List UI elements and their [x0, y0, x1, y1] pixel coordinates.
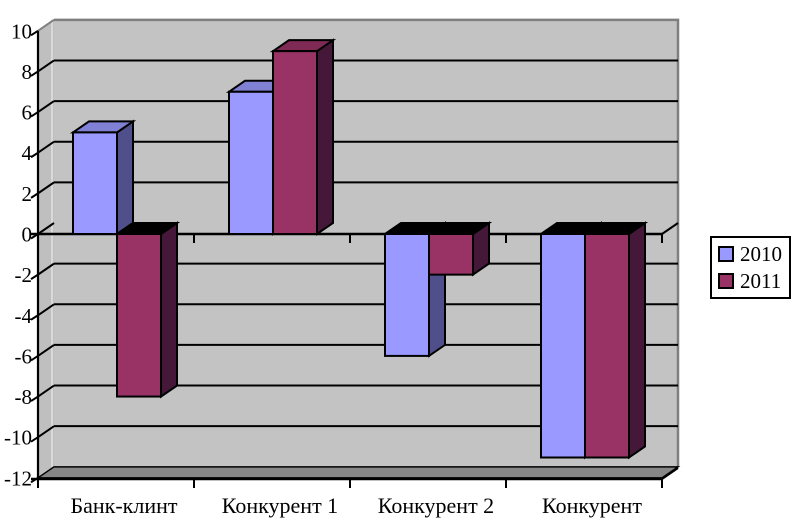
side-wall-gridline	[37, 262, 55, 276]
legend-label-2010: 2010	[740, 241, 782, 266]
y-tick-label: -8	[15, 385, 33, 409]
category-label: Конкурент	[542, 493, 642, 518]
category-label: Конкурент 2	[378, 493, 494, 518]
bar-side-2010-Банк-клинт	[116, 119, 134, 236]
y-tick-label: -2	[15, 263, 33, 287]
y-tick-label: -12	[4, 466, 32, 490]
bar-2011-Конкурент 2	[428, 233, 474, 276]
x-axis-depth-edge	[661, 467, 679, 480]
bar-side-2011-Конкурент	[628, 221, 646, 460]
bar-2010-Конкурент	[540, 233, 586, 459]
y-tick-label: -6	[15, 344, 33, 368]
y-tick-label: 0	[22, 223, 33, 247]
y-tick	[30, 29, 39, 37]
bar-side-2011-Конкурент 1	[316, 38, 334, 236]
y-tick	[30, 151, 39, 159]
bar-side-2011-Банк-клинт	[160, 221, 178, 399]
bar-2011-Банк-клинт	[116, 233, 162, 398]
y-tick	[30, 192, 39, 199]
floor	[35, 466, 681, 479]
y-tick-label: -4	[15, 304, 33, 328]
y-tick	[30, 70, 39, 77]
y-tick-label: 4	[22, 141, 33, 165]
chart-legend: 2010 2011	[710, 236, 791, 299]
y-tick	[30, 314, 39, 321]
y-tick-label: 10	[11, 19, 32, 43]
side-wall-gridline	[37, 222, 55, 235]
category-label: Конкурент 1	[222, 493, 338, 518]
bar-2010-Банк-клинт	[72, 131, 118, 235]
zero-line-depth-edge	[661, 222, 679, 235]
y-tick	[30, 395, 39, 402]
bar-2010-Конкурент 2	[384, 233, 430, 357]
side-wall-gridline	[37, 303, 55, 317]
y-tick	[30, 273, 39, 280]
side-wall-top-edge	[37, 18, 55, 32]
y-tick	[30, 355, 39, 362]
side-wall-gridline	[37, 140, 55, 154]
legend-entry-2010: 2010	[718, 243, 789, 265]
legend-label-2011: 2011	[740, 268, 782, 293]
bar-2010-Конкурент 1	[228, 90, 274, 235]
y-tick-label: 6	[22, 101, 33, 125]
legend-entry-2011: 2011	[718, 270, 789, 292]
bar-2011-Конкурент	[584, 233, 630, 459]
bar-2011-Конкурент 1	[272, 50, 318, 235]
side-wall-gridline	[37, 344, 55, 357]
y-tick-label: -10	[4, 426, 32, 450]
y-tick	[30, 111, 39, 118]
back-wall-edge	[54, 18, 680, 467]
side-wall-gridline	[37, 384, 55, 398]
side-wall	[38, 19, 54, 478]
y-tick	[30, 436, 39, 443]
category-label: Банк-клинт	[70, 493, 177, 518]
legend-swatch-2010	[718, 246, 734, 262]
y-tick-label: 2	[22, 182, 33, 206]
side-wall-gridline	[37, 425, 55, 439]
legend-swatch-2011	[718, 273, 734, 289]
side-wall-gridline	[37, 100, 55, 113]
side-wall-gridline	[37, 59, 55, 73]
y-tick-label: 8	[22, 60, 33, 84]
side-wall-gridline	[37, 181, 55, 195]
